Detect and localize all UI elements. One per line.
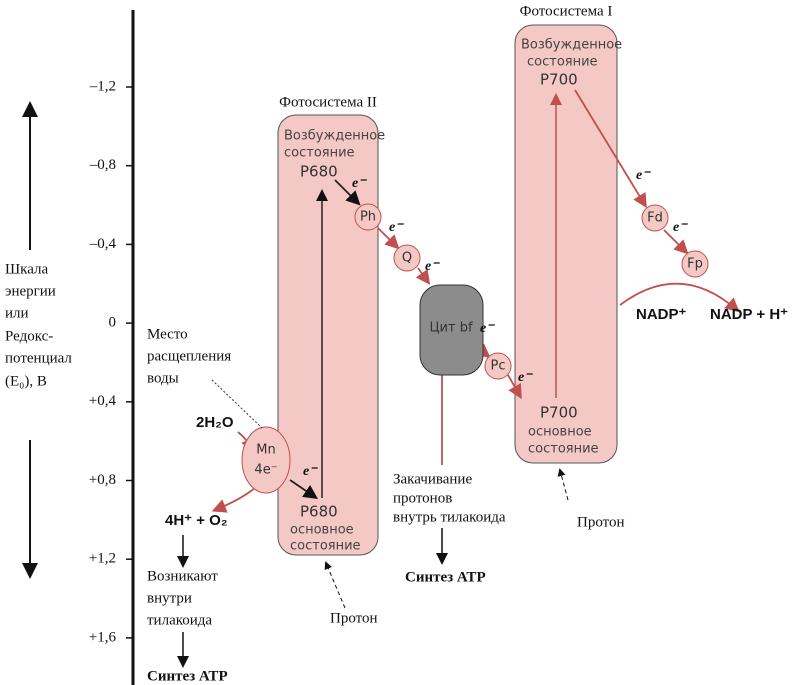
photosystem-2-box <box>277 114 379 556</box>
tick-label: +0,4 <box>89 393 117 409</box>
tick-label: –1,2 <box>89 78 116 94</box>
arise: Возникают <box>147 568 218 584</box>
ps1-ground: состояние <box>528 442 599 457</box>
axis-label-line: (E₀), В <box>5 373 47 389</box>
carrier-label: Q <box>402 251 412 266</box>
axis-label: Шкала энергии или Редокс- потенциал (E₀)… <box>5 261 72 389</box>
electron: e⁻ <box>480 321 495 336</box>
electron: e⁻ <box>518 370 533 385</box>
tick-label: +1,2 <box>89 551 116 567</box>
proton: Протон <box>577 514 625 530</box>
electron: e⁻ <box>425 259 440 274</box>
ps2-excited: состояние <box>284 146 355 161</box>
pumping: Закачивание <box>393 471 472 487</box>
carrier <box>354 203 382 231</box>
water-input: 2H₂O <box>196 414 234 431</box>
carrier-label: Цит bf <box>429 321 472 336</box>
ps2-ground: состояние <box>290 539 361 554</box>
carrier-label: Pc <box>491 359 506 374</box>
carrier-label: Fp <box>687 257 703 272</box>
proton: Протон <box>330 610 378 626</box>
pumping: внутрь тилакоида <box>393 509 506 525</box>
ps1-title: Фотосистема I <box>520 3 613 19</box>
proton-arrow <box>557 468 569 501</box>
electron: e⁻ <box>389 220 404 235</box>
cytochrome <box>419 284 484 376</box>
ps2-excited: Возбужденное <box>284 129 385 144</box>
carrier <box>641 204 669 232</box>
carrier <box>393 244 421 272</box>
tick-label: –0,8 <box>89 157 116 173</box>
water-products: 4H⁺ + O₂ <box>165 512 228 529</box>
p680-ground: P680 <box>300 503 338 521</box>
mn-cluster <box>241 426 291 494</box>
carrier-label: Mn <box>256 443 275 458</box>
tick-label: +0,8 <box>89 472 116 488</box>
water-site: воды <box>147 370 179 386</box>
carrier <box>681 250 709 278</box>
carrier-label: Fd <box>647 211 663 226</box>
tick-label: 0 <box>109 315 117 331</box>
ps1-ground: основное <box>528 425 592 440</box>
ps2-title: Фотосистема II <box>279 94 377 110</box>
tick-label: +1,6 <box>89 629 117 645</box>
ps1-excited: Возбужденное <box>521 38 622 53</box>
ticks: –1,2 –0,8 –0,4 0 +0,4 +0,8 +1,2 +1,6 <box>89 78 133 645</box>
synthesis: Синтез АТР <box>405 569 486 585</box>
axis-label-line: Редокс- <box>5 328 53 344</box>
electron-path <box>211 89 740 513</box>
nadp-output: NADP + H⁺ <box>710 306 788 323</box>
photosystem-1-box <box>514 24 618 464</box>
electron: e⁻ <box>352 176 367 191</box>
water-site: расщепления <box>147 348 231 364</box>
axis-label-line: Шкала <box>5 261 48 277</box>
pumping: протонов <box>393 490 452 506</box>
carrier <box>484 352 512 380</box>
arise: внутри <box>147 590 192 606</box>
electron: e⁻ <box>673 220 688 235</box>
p700-ground: P700 <box>540 404 578 422</box>
axis-label-line: или <box>5 305 29 321</box>
carrier-label: 4e⁻ <box>254 463 277 478</box>
ps1-excited: состояние <box>527 55 598 70</box>
p700-excited: P700 <box>540 71 578 89</box>
water-site: Место <box>147 326 188 342</box>
axis-label-line: энергии <box>5 283 56 299</box>
synthesis: Синтез АТР <box>147 668 228 684</box>
tick-label: –0,4 <box>89 236 117 252</box>
arise: тилакоида <box>147 612 212 628</box>
dotted-pointer <box>211 379 263 429</box>
nadp-input: NADP⁺ <box>636 306 687 323</box>
axis-label-line: потенциал <box>5 350 72 366</box>
p680-excited: P680 <box>300 163 338 181</box>
proton-arrow <box>324 561 346 609</box>
electron: e⁻ <box>303 464 318 479</box>
ps2-ground: основное <box>290 523 354 538</box>
electron: e⁻ <box>636 168 651 183</box>
carrier-label: Ph <box>360 210 376 225</box>
